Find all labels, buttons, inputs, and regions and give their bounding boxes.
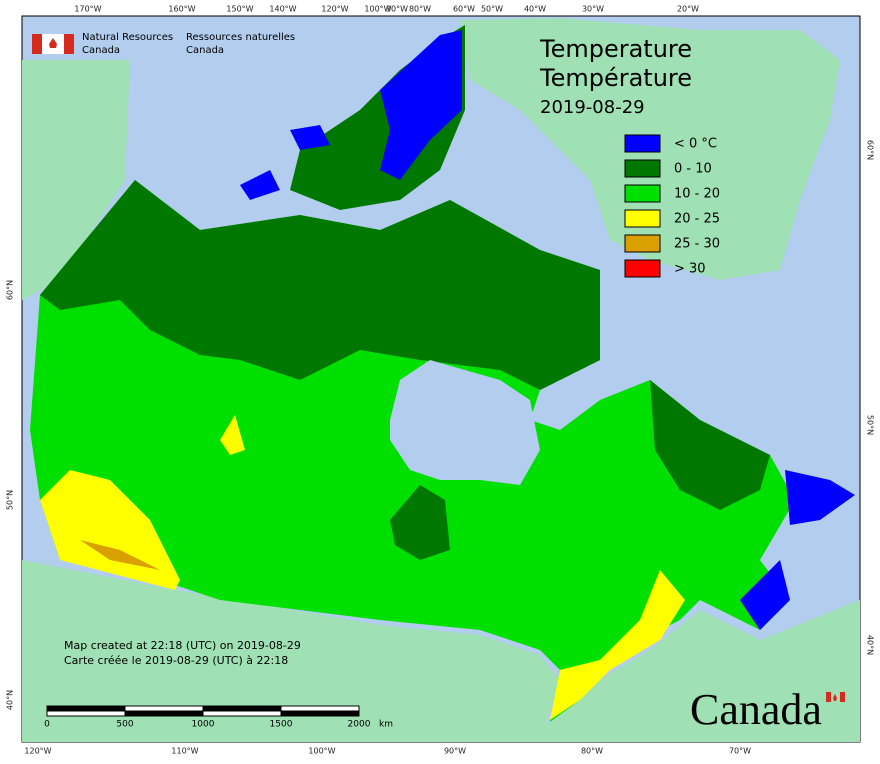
north-zone bbox=[40, 180, 600, 390]
legend-swatch bbox=[624, 159, 661, 178]
graticule-label: 50°W bbox=[481, 5, 503, 14]
scale-segment bbox=[202, 705, 282, 712]
flag-bar bbox=[826, 692, 831, 702]
graticule-label: 20°W bbox=[677, 5, 699, 14]
flag-bar bbox=[840, 692, 845, 702]
org-name: Canada bbox=[82, 45, 120, 56]
date: 2019-08-29 bbox=[540, 97, 645, 118]
graticule-label: 100°W bbox=[364, 5, 391, 14]
legend-swatch bbox=[624, 184, 661, 203]
graticule-labels: 170°W 160°W 150°W 140°W 120°W 100°W90°W 80°W 60… bbox=[6, 5, 875, 756]
alaska bbox=[22, 60, 130, 300]
graticule-label: 170°W bbox=[74, 5, 101, 14]
legend-label: 25 - 30 bbox=[674, 237, 720, 252]
legend: < 0 °C 0 - 10 10 - 20 20 - 25 25 - 30 > 30 bbox=[624, 134, 720, 278]
wordmark: Canada bbox=[690, 685, 845, 734]
labrador-zone bbox=[650, 380, 770, 510]
land bbox=[22, 18, 860, 742]
scale-label: 2000 bbox=[348, 720, 371, 730]
flag-bar bbox=[32, 34, 42, 54]
scale-label: 1500 bbox=[270, 720, 293, 730]
arctic-cold bbox=[380, 30, 462, 180]
graticule-label: 90°W bbox=[444, 747, 466, 756]
flag-leaf bbox=[833, 694, 837, 701]
org-name: Ressources naturelles bbox=[186, 32, 295, 43]
wordmark-text: Canada bbox=[690, 685, 822, 734]
graticule-label: 40°N bbox=[6, 690, 15, 710]
scale-segment bbox=[280, 705, 360, 712]
scale-segment bbox=[46, 705, 126, 712]
footer: Carte créée le 2019-08-29 (UTC) à 22:18 bbox=[64, 654, 288, 667]
usa bbox=[22, 560, 860, 742]
scale-label: 0 bbox=[44, 720, 50, 730]
legend-swatch bbox=[624, 209, 661, 228]
scale-unit: km bbox=[379, 720, 393, 730]
graticule-label: 80°W bbox=[409, 5, 431, 14]
legend-label: 0 - 10 bbox=[674, 162, 712, 177]
org-name: Canada bbox=[186, 45, 224, 56]
graticule-label: 60°W bbox=[453, 5, 475, 14]
graticule-label: 50°N bbox=[866, 415, 875, 435]
ontario-zone bbox=[390, 485, 450, 560]
scale-segment bbox=[280, 710, 360, 717]
scale-segment bbox=[124, 705, 204, 712]
graticule-label: 40°N bbox=[866, 635, 875, 655]
graticule-label: 150°W bbox=[226, 5, 253, 14]
graticule-label: 110°W bbox=[171, 747, 198, 756]
graticule-label: 60°N bbox=[6, 280, 15, 300]
flag-leaf bbox=[49, 38, 57, 48]
east-warm bbox=[550, 570, 685, 720]
scale-segment bbox=[202, 710, 282, 717]
footer: Map created at 22:18 (UTC) on 2019-08-29 bbox=[64, 639, 301, 652]
east-cold bbox=[740, 470, 855, 630]
graticule-label: 60°N bbox=[866, 140, 875, 160]
scale-segment bbox=[124, 710, 204, 717]
graticule-label: 100°W bbox=[308, 747, 335, 756]
scale-segment bbox=[46, 710, 126, 717]
graticule-label: 30°W bbox=[582, 5, 604, 14]
bc-hot bbox=[80, 540, 160, 570]
title: Temperature bbox=[539, 35, 692, 63]
title: Température bbox=[539, 64, 692, 92]
graticule-label: 50°N bbox=[6, 490, 15, 510]
graticule-label: 160°W bbox=[168, 5, 195, 14]
legend-label: 20 - 25 bbox=[674, 212, 720, 227]
legend-swatch bbox=[624, 234, 661, 253]
legend-label: < 0 °C bbox=[674, 137, 717, 152]
graticule-label: 70°W bbox=[729, 747, 751, 756]
graticule-label: 80°W bbox=[581, 747, 603, 756]
ab-warm bbox=[220, 415, 245, 455]
nrcan-signature: Natural Resources Canada Ressources natu… bbox=[32, 32, 295, 56]
graticule-label: 140°W bbox=[269, 5, 296, 14]
bc-warm bbox=[40, 470, 180, 590]
scale-label: 1000 bbox=[192, 720, 215, 730]
hudson-bay bbox=[390, 360, 540, 485]
graticule-label: 40°W bbox=[524, 5, 546, 14]
scale-bar: 0 500 1000 1500 2000 km bbox=[44, 705, 393, 730]
scale-label: 500 bbox=[116, 720, 133, 730]
legend-swatch bbox=[624, 134, 661, 153]
cold-spots bbox=[240, 125, 330, 200]
legend-label: > 30 bbox=[674, 262, 706, 277]
legend-swatch bbox=[624, 259, 661, 278]
legend-label: 10 - 20 bbox=[674, 187, 720, 202]
flag-bar bbox=[64, 34, 74, 54]
graticule-label: 90°W bbox=[386, 5, 408, 14]
org-name: Natural Resources bbox=[82, 32, 173, 43]
graticule-label: 120°W bbox=[321, 5, 348, 14]
graticule-label: 120°W bbox=[24, 747, 51, 756]
